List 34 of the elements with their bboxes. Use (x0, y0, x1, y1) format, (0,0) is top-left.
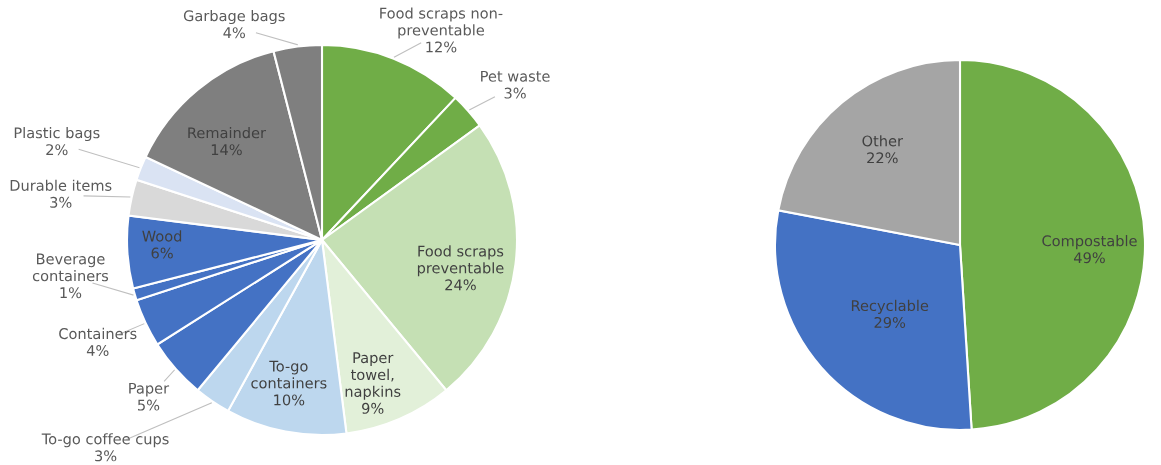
slice-label: Compostable (1042, 235, 1137, 250)
slice-label: Food scraps non- preventable (380, 7, 503, 39)
data-label: 10% (274, 394, 305, 406)
slice-label: Other (862, 135, 903, 147)
data-label: 9% (362, 402, 384, 414)
data-label: 24% (445, 279, 476, 291)
slice-label: Garbage bags (183, 10, 285, 25)
data-label: 3% (50, 196, 72, 208)
data-label: 4% (86, 344, 109, 357)
data-label: 6% (151, 247, 173, 259)
slice-label: Beverage containers (32, 253, 109, 282)
data-label: 1% (60, 287, 82, 299)
data-label: 14% (211, 144, 242, 156)
slice-label: Durable items (10, 179, 112, 191)
slice-label: Containers (59, 327, 137, 340)
slice-label: Recyclable (851, 299, 929, 314)
slice-label: Plastic bags (14, 127, 100, 142)
slice-label: Paper (129, 382, 170, 397)
data-label: 3% (95, 450, 117, 462)
data-label: 3% (504, 87, 526, 99)
slice-label: To-go containers (251, 360, 327, 389)
slice-label: Remainder (188, 127, 266, 139)
data-label: 22% (867, 152, 898, 164)
slice-label: Wood (142, 230, 182, 242)
slice-label: Food scraps preventable (417, 245, 504, 277)
data-label: 2% (46, 144, 68, 156)
data-label: 49% (1074, 252, 1105, 264)
slice-label: Paper towel, napkins (345, 352, 401, 400)
slice-label: To-go coffee cups (41, 433, 169, 448)
data-label: 5% (138, 399, 160, 411)
data-label: 29% (874, 316, 906, 328)
slice-label: Pet waste (481, 70, 550, 82)
data-label: 4% (223, 27, 246, 39)
data-label: 12% (426, 41, 457, 53)
